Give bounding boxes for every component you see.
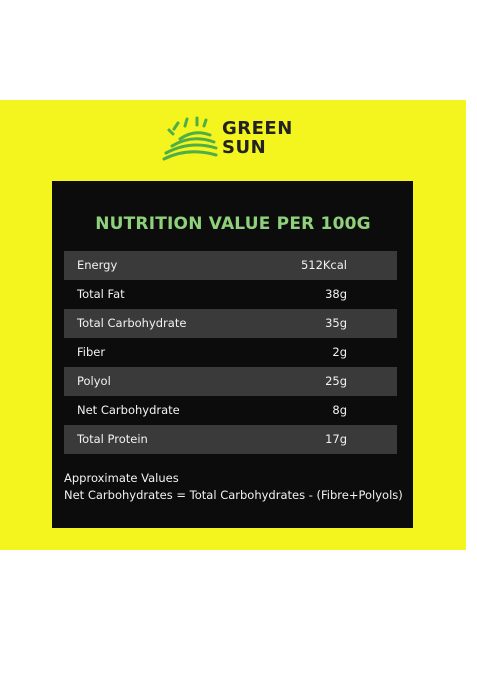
row-value: 8g (332, 403, 347, 417)
sun-rays-logo-icon (162, 116, 218, 161)
table-row: Energy 512Kcal (64, 251, 397, 280)
row-value: 512Kcal (300, 258, 347, 272)
row-label: Polyol (77, 374, 111, 388)
row-value: 25g (325, 374, 347, 388)
table-row: Total Protein 17g (64, 425, 397, 454)
row-label: Energy (77, 258, 118, 272)
footnote-line-2: Net Carbohydrates = Total Carbohydrates … (64, 488, 403, 502)
table-row: Total Fat 38g (64, 280, 397, 309)
table-row: Fiber 2g (64, 338, 397, 367)
table-row: Total Carbohydrate 35g (64, 309, 397, 338)
row-label: Net Carbohydrate (77, 403, 180, 417)
brand-line-1: GREEN (222, 118, 293, 139)
table-row: Polyol 25g (64, 367, 397, 396)
nutrition-title: NUTRITION VALUE PER 100G (95, 214, 371, 234)
row-value: 38g (325, 287, 347, 301)
row-value: 17g (325, 432, 347, 446)
brand-name: GREEN SUN (222, 119, 293, 157)
brand-logo: GREEN SUN (160, 115, 320, 165)
row-label: Total Carbohydrate (77, 316, 187, 330)
brand-line-2: SUN (222, 137, 267, 158)
row-label: Total Fat (77, 287, 125, 301)
nutrition-table: Energy 512Kcal Total Fat 38g Total Carbo… (64, 251, 397, 454)
footnote: Approximate Values Net Carbohydrates = T… (64, 470, 403, 504)
table-row: Net Carbohydrate 8g (64, 396, 397, 425)
row-value: 35g (325, 316, 347, 330)
footnote-line-1: Approximate Values (64, 471, 179, 485)
row-value: 2g (332, 345, 347, 359)
row-label: Fiber (77, 345, 106, 359)
row-label: Total Protein (77, 432, 148, 446)
